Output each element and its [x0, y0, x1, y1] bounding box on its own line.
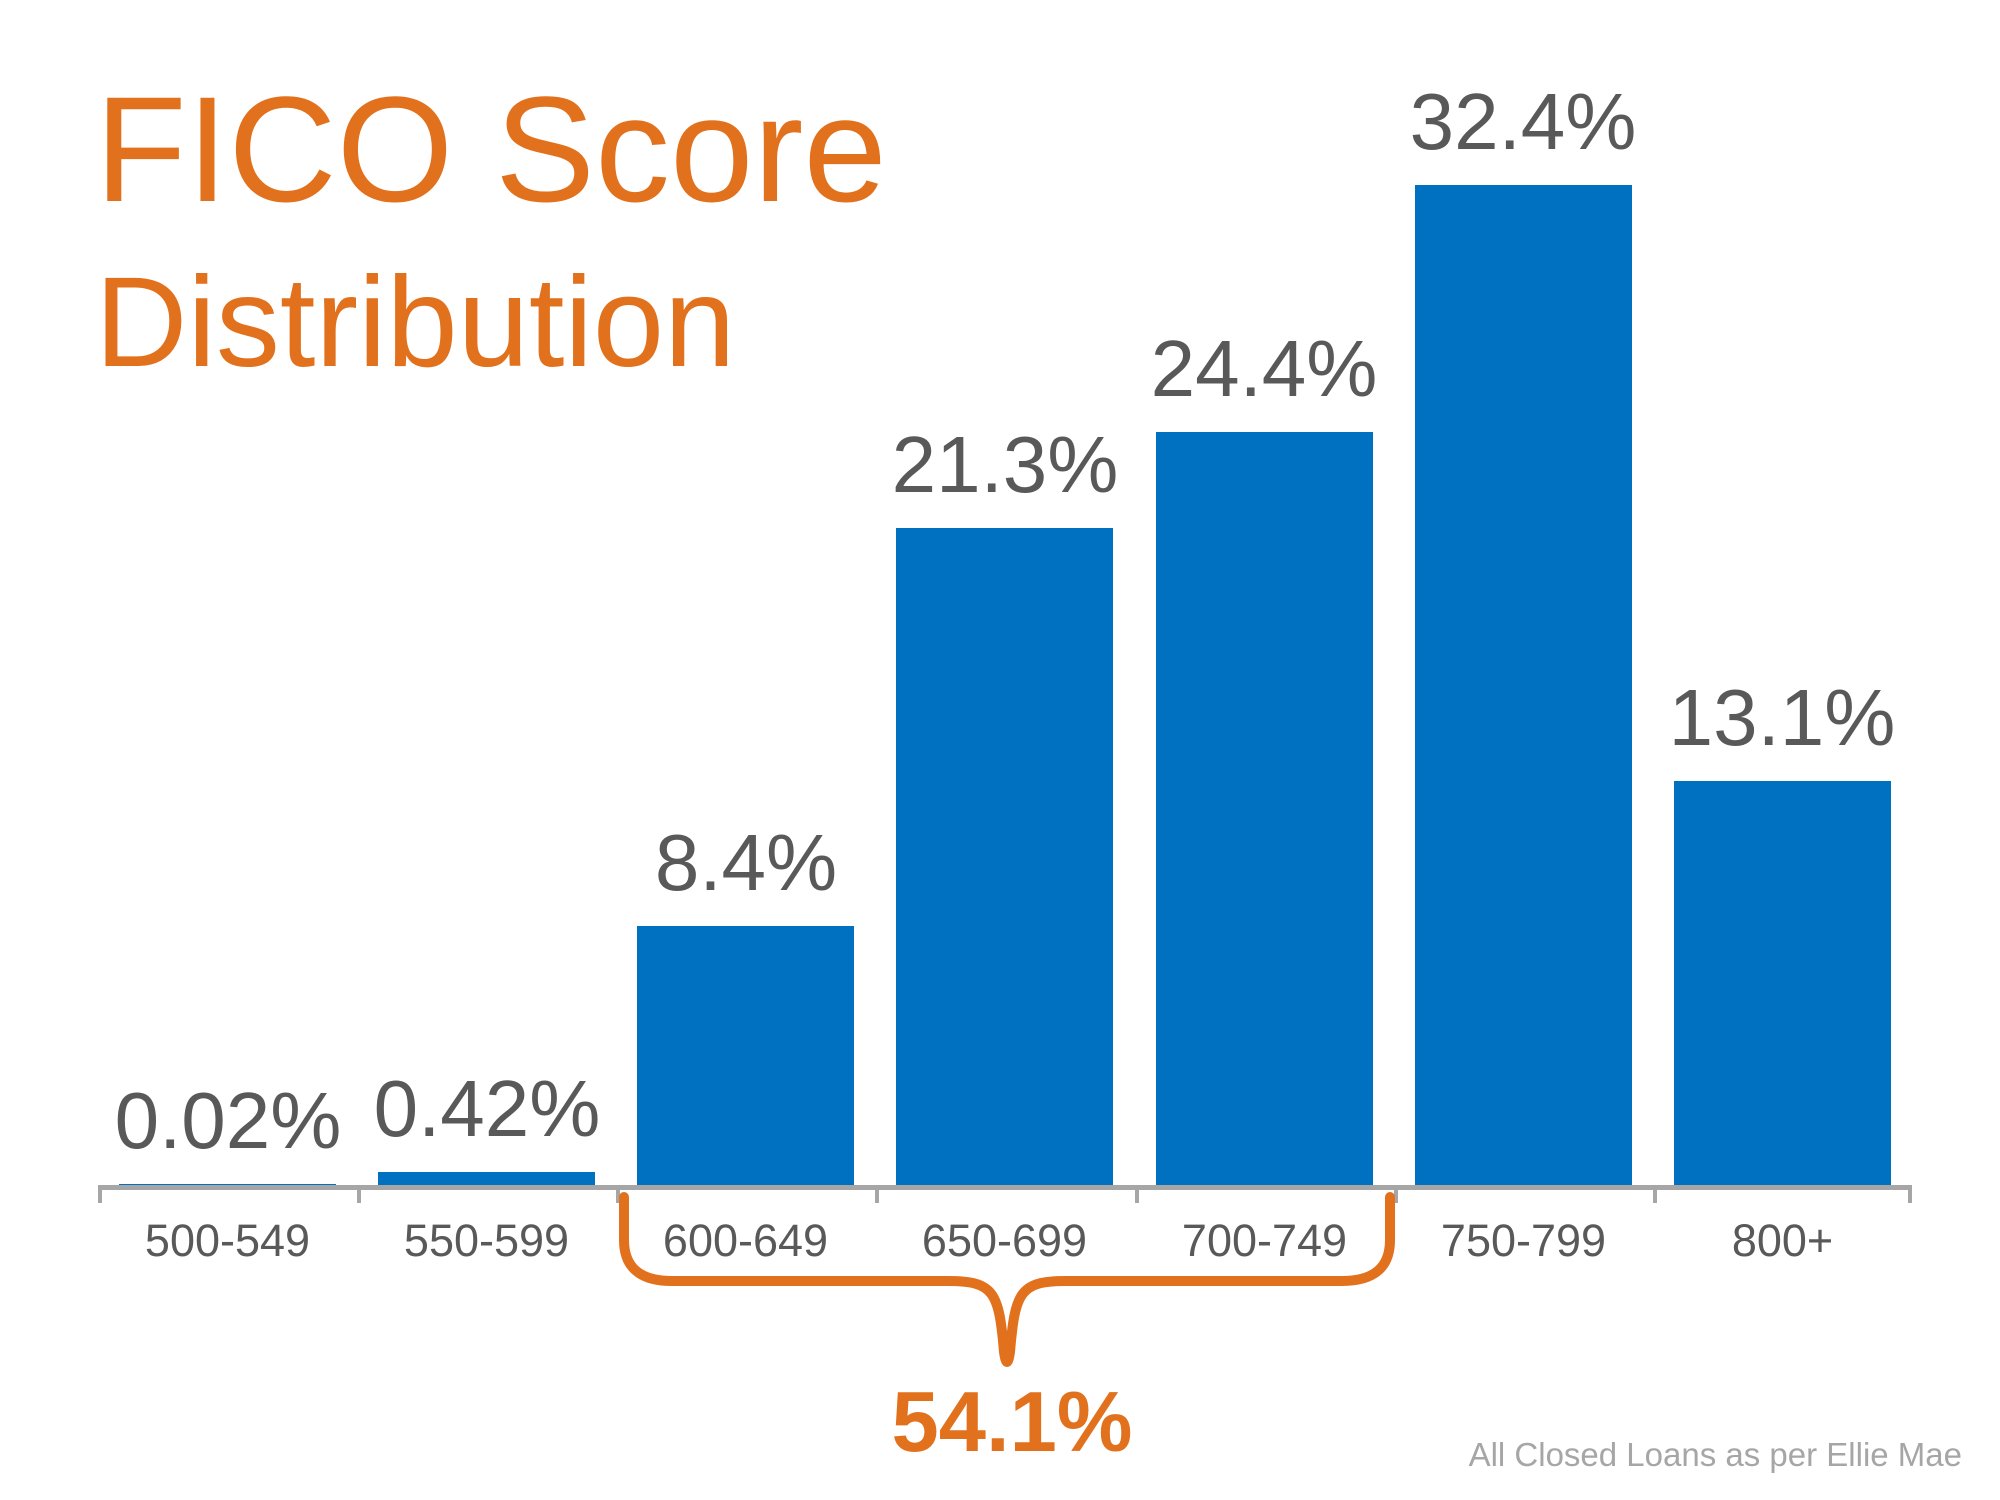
chart-title-line1: FICO Score	[95, 65, 887, 233]
bar-700-749	[1156, 432, 1373, 1185]
x-axis-line	[98, 1185, 1912, 1190]
x-axis-category-label-600-649: 600-649	[662, 1215, 829, 1266]
x-axis-category-label-800+: 800+	[1731, 1215, 1834, 1266]
x-axis-tick	[1652, 1185, 1657, 1203]
x-axis-category-label-650-699: 650-699	[921, 1215, 1088, 1266]
x-axis-tick	[616, 1185, 621, 1203]
x-axis-tick	[98, 1185, 102, 1203]
bar-value-label-750-799: 32.4%	[1409, 77, 1637, 166]
bar-550-599	[378, 1172, 595, 1185]
bar-500-549	[119, 1184, 336, 1185]
bar-650-699	[896, 528, 1113, 1185]
x-axis-category-label-500-549: 500-549	[144, 1215, 311, 1266]
bar-600-649	[637, 926, 854, 1185]
source-note: All Closed Loans as per Ellie Mae	[1468, 1436, 1962, 1473]
x-axis-tick	[357, 1185, 362, 1203]
bar-value-label-500-549: 0.02%	[114, 1076, 342, 1165]
x-axis-category-label-550-599: 550-599	[403, 1215, 570, 1266]
brace-total-label: 54.1%	[891, 1375, 1133, 1470]
bar-750-799	[1415, 185, 1632, 1185]
bar-value-label-600-649: 8.4%	[654, 818, 838, 907]
bar-value-label-700-749: 24.4%	[1150, 324, 1378, 413]
bar-value-label-550-599: 0.42%	[373, 1064, 601, 1153]
x-axis-tick	[1908, 1185, 1912, 1203]
x-axis-category-label-700-749: 700-749	[1181, 1215, 1348, 1266]
x-axis-category-label-750-799: 750-799	[1440, 1215, 1607, 1266]
x-axis-tick	[1393, 1185, 1398, 1203]
x-axis-tick	[875, 1185, 880, 1203]
bar-value-label-800+: 13.1%	[1668, 673, 1896, 762]
bar-800+	[1674, 781, 1891, 1185]
chart-title-line2: Distribution	[95, 251, 736, 394]
x-axis-tick	[1134, 1185, 1139, 1203]
bar-value-label-650-699: 21.3%	[891, 420, 1119, 509]
